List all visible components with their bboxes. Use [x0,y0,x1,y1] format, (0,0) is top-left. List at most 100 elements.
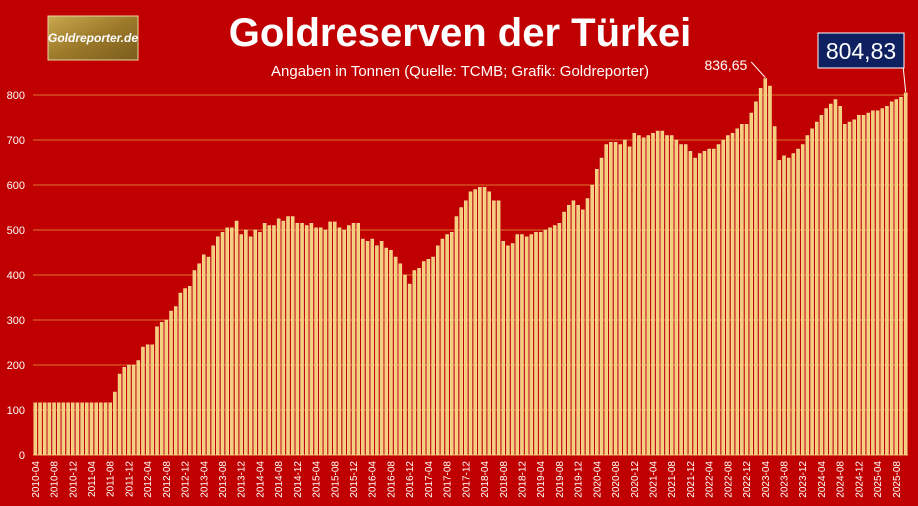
bar [800,144,805,456]
bar [819,115,824,456]
bar [89,402,94,456]
bar [534,232,538,456]
bar [581,209,585,456]
bar [370,238,374,456]
bar [852,119,856,456]
bar [590,184,594,456]
bar [230,227,234,456]
x-tick-label: 2012-08 [162,461,173,498]
bar [754,101,758,456]
bar [323,229,328,456]
bar [347,225,351,456]
bar [833,99,838,456]
bar [857,115,861,456]
bar [520,234,524,456]
bar [866,112,870,456]
bar [328,221,332,456]
x-tick-label: 2021-12 [686,461,697,498]
bar [262,223,267,456]
bar [52,402,56,456]
bar [838,106,842,456]
bar [85,402,89,456]
bar [651,133,655,456]
x-tick-label: 2016-08 [386,461,397,498]
bar [42,402,47,456]
bar [127,364,131,456]
bar [234,220,239,456]
bar [267,225,272,456]
bar [885,106,889,456]
y-tick-label: 400 [7,270,25,282]
bar [141,346,145,456]
bar [655,130,660,456]
bar [122,367,126,456]
bar [398,263,403,456]
bar [337,227,342,456]
bar [445,234,449,456]
bar [99,402,103,456]
bar [744,124,749,456]
bar [707,148,711,456]
bar [777,160,782,456]
bar [319,227,323,456]
bar [496,200,501,456]
bar [740,124,744,456]
logo-text: Goldreporter.de [48,31,138,45]
bar [202,254,206,456]
bar [80,402,84,456]
x-tick-label: 2012-04 [143,461,154,498]
bar [281,220,286,456]
bar [183,288,187,456]
bar [674,139,679,456]
bar [702,151,707,456]
bar [641,137,646,456]
bar [829,103,833,456]
bar [637,135,641,456]
bar [412,270,417,456]
bar [192,270,197,456]
bar [735,128,739,456]
bar [351,223,356,456]
bar [272,225,276,456]
bar [407,283,412,456]
x-tick-label: 2017-08 [443,461,454,498]
bar [94,402,98,456]
value-label: 836,65 [704,57,747,73]
bar [253,229,258,456]
bar [389,250,393,456]
bar [889,101,894,456]
bar [665,135,669,456]
y-tick-label: 300 [7,315,25,327]
y-tick-label: 800 [7,90,25,102]
bar [468,191,473,456]
bar [431,256,435,456]
bar [669,135,674,456]
x-tick-label: 2015-04 [312,461,323,498]
bar [679,144,683,456]
x-tick-label: 2022-08 [723,461,734,498]
y-tick-label: 200 [7,360,25,372]
x-tick-label: 2022-12 [742,461,753,498]
bar [244,229,248,456]
bar [843,124,847,456]
bar [501,241,505,456]
bar [188,286,192,456]
x-tick-label: 2023-08 [780,461,791,498]
bar [450,232,454,456]
x-tick-label: 2023-04 [761,461,772,498]
bar [220,232,225,456]
bar [894,99,899,456]
x-tick-label: 2010-12 [68,461,79,498]
bar [721,139,725,456]
bar [403,274,407,456]
bar [211,245,215,456]
x-tick-label: 2017-04 [424,461,435,498]
bar [693,157,697,456]
bar [726,135,730,456]
bar [576,205,580,456]
x-tick-label: 2011-04 [87,461,98,497]
bar [159,322,164,456]
x-tick-label: 2015-08 [330,461,341,498]
bar [524,236,529,456]
x-tick-label: 2011-08 [106,461,117,497]
